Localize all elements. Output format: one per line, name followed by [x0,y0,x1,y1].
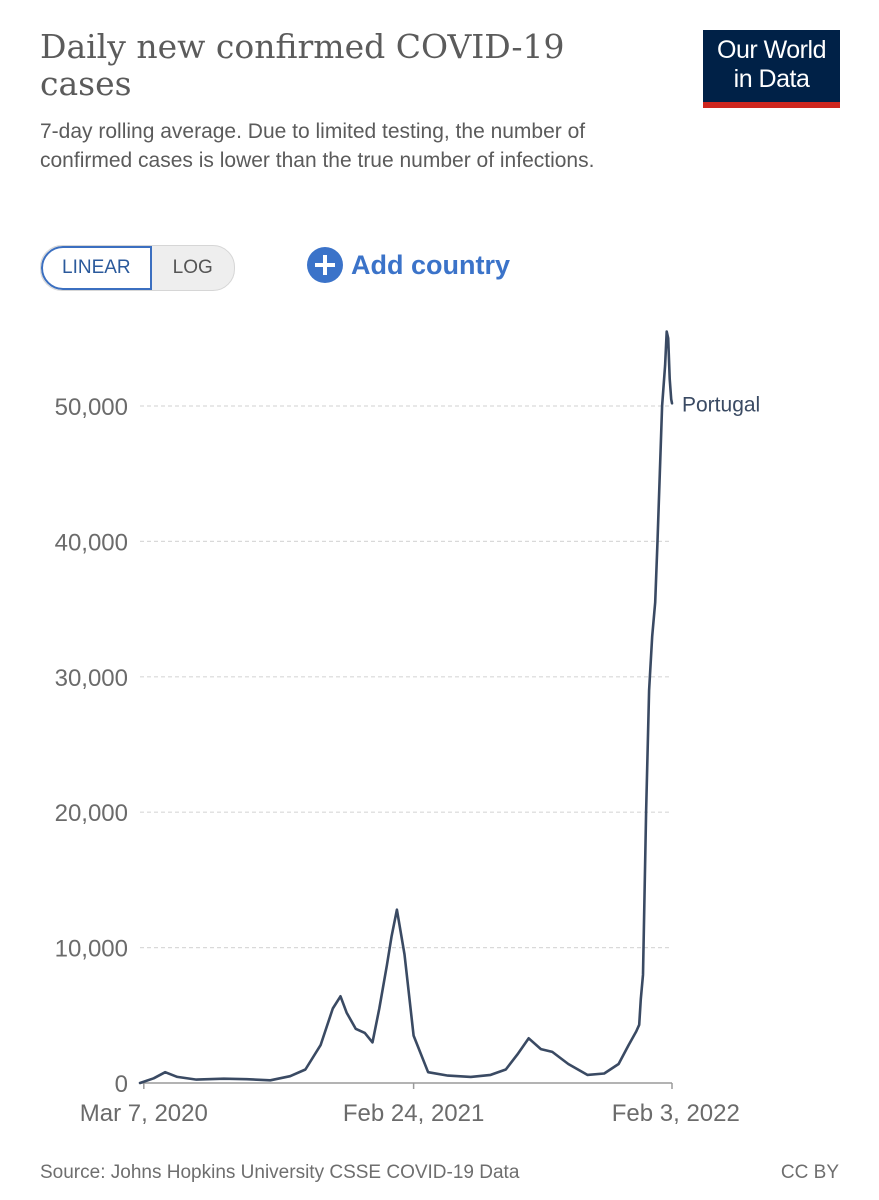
y-tick-label: 40,000 [55,529,128,556]
license-link[interactable]: CC BY [780,1162,839,1183]
series-label-portugal: Portugal [682,393,760,416]
logo-line-2: in Data [733,65,810,93]
y-tick-label: 20,000 [55,800,128,827]
y-tick-label: 30,000 [55,665,128,692]
x-tick-label: Feb 3, 2022 [612,1100,740,1127]
linear-scale-button[interactable]: LINEAR [41,246,152,290]
y-tick-label: 10,000 [55,936,128,963]
scale-toggle: LINEAR LOG [40,245,235,291]
series-line-portugal [138,330,674,1085]
y-tick-label: 0 [115,1071,128,1098]
x-tick-label: Feb 24, 2021 [343,1100,484,1127]
plus-circle-icon [307,247,343,283]
add-country-label: Add country [351,249,510,280]
chart-subtitle: 7-day rolling average. Due to limited te… [40,120,595,172]
log-scale-button[interactable]: LOG [172,257,213,278]
logo-line-1: Our World [717,36,826,64]
line-chart: 0 10,000 20,000 30,000 40,000 50,000 Mar 7, 20… [55,330,760,1127]
y-tick-label: 50,000 [55,394,128,421]
owid-logo[interactable]: Our World in Data [703,30,840,108]
add-country-button[interactable]: Add country [307,247,510,283]
source-note[interactable]: Source: Johns Hopkins University CSSE CO… [40,1162,520,1183]
chart-title: Daily new confirmed COVID-19 cases [40,27,565,103]
x-tick-label: Mar 7, 2020 [80,1100,208,1127]
